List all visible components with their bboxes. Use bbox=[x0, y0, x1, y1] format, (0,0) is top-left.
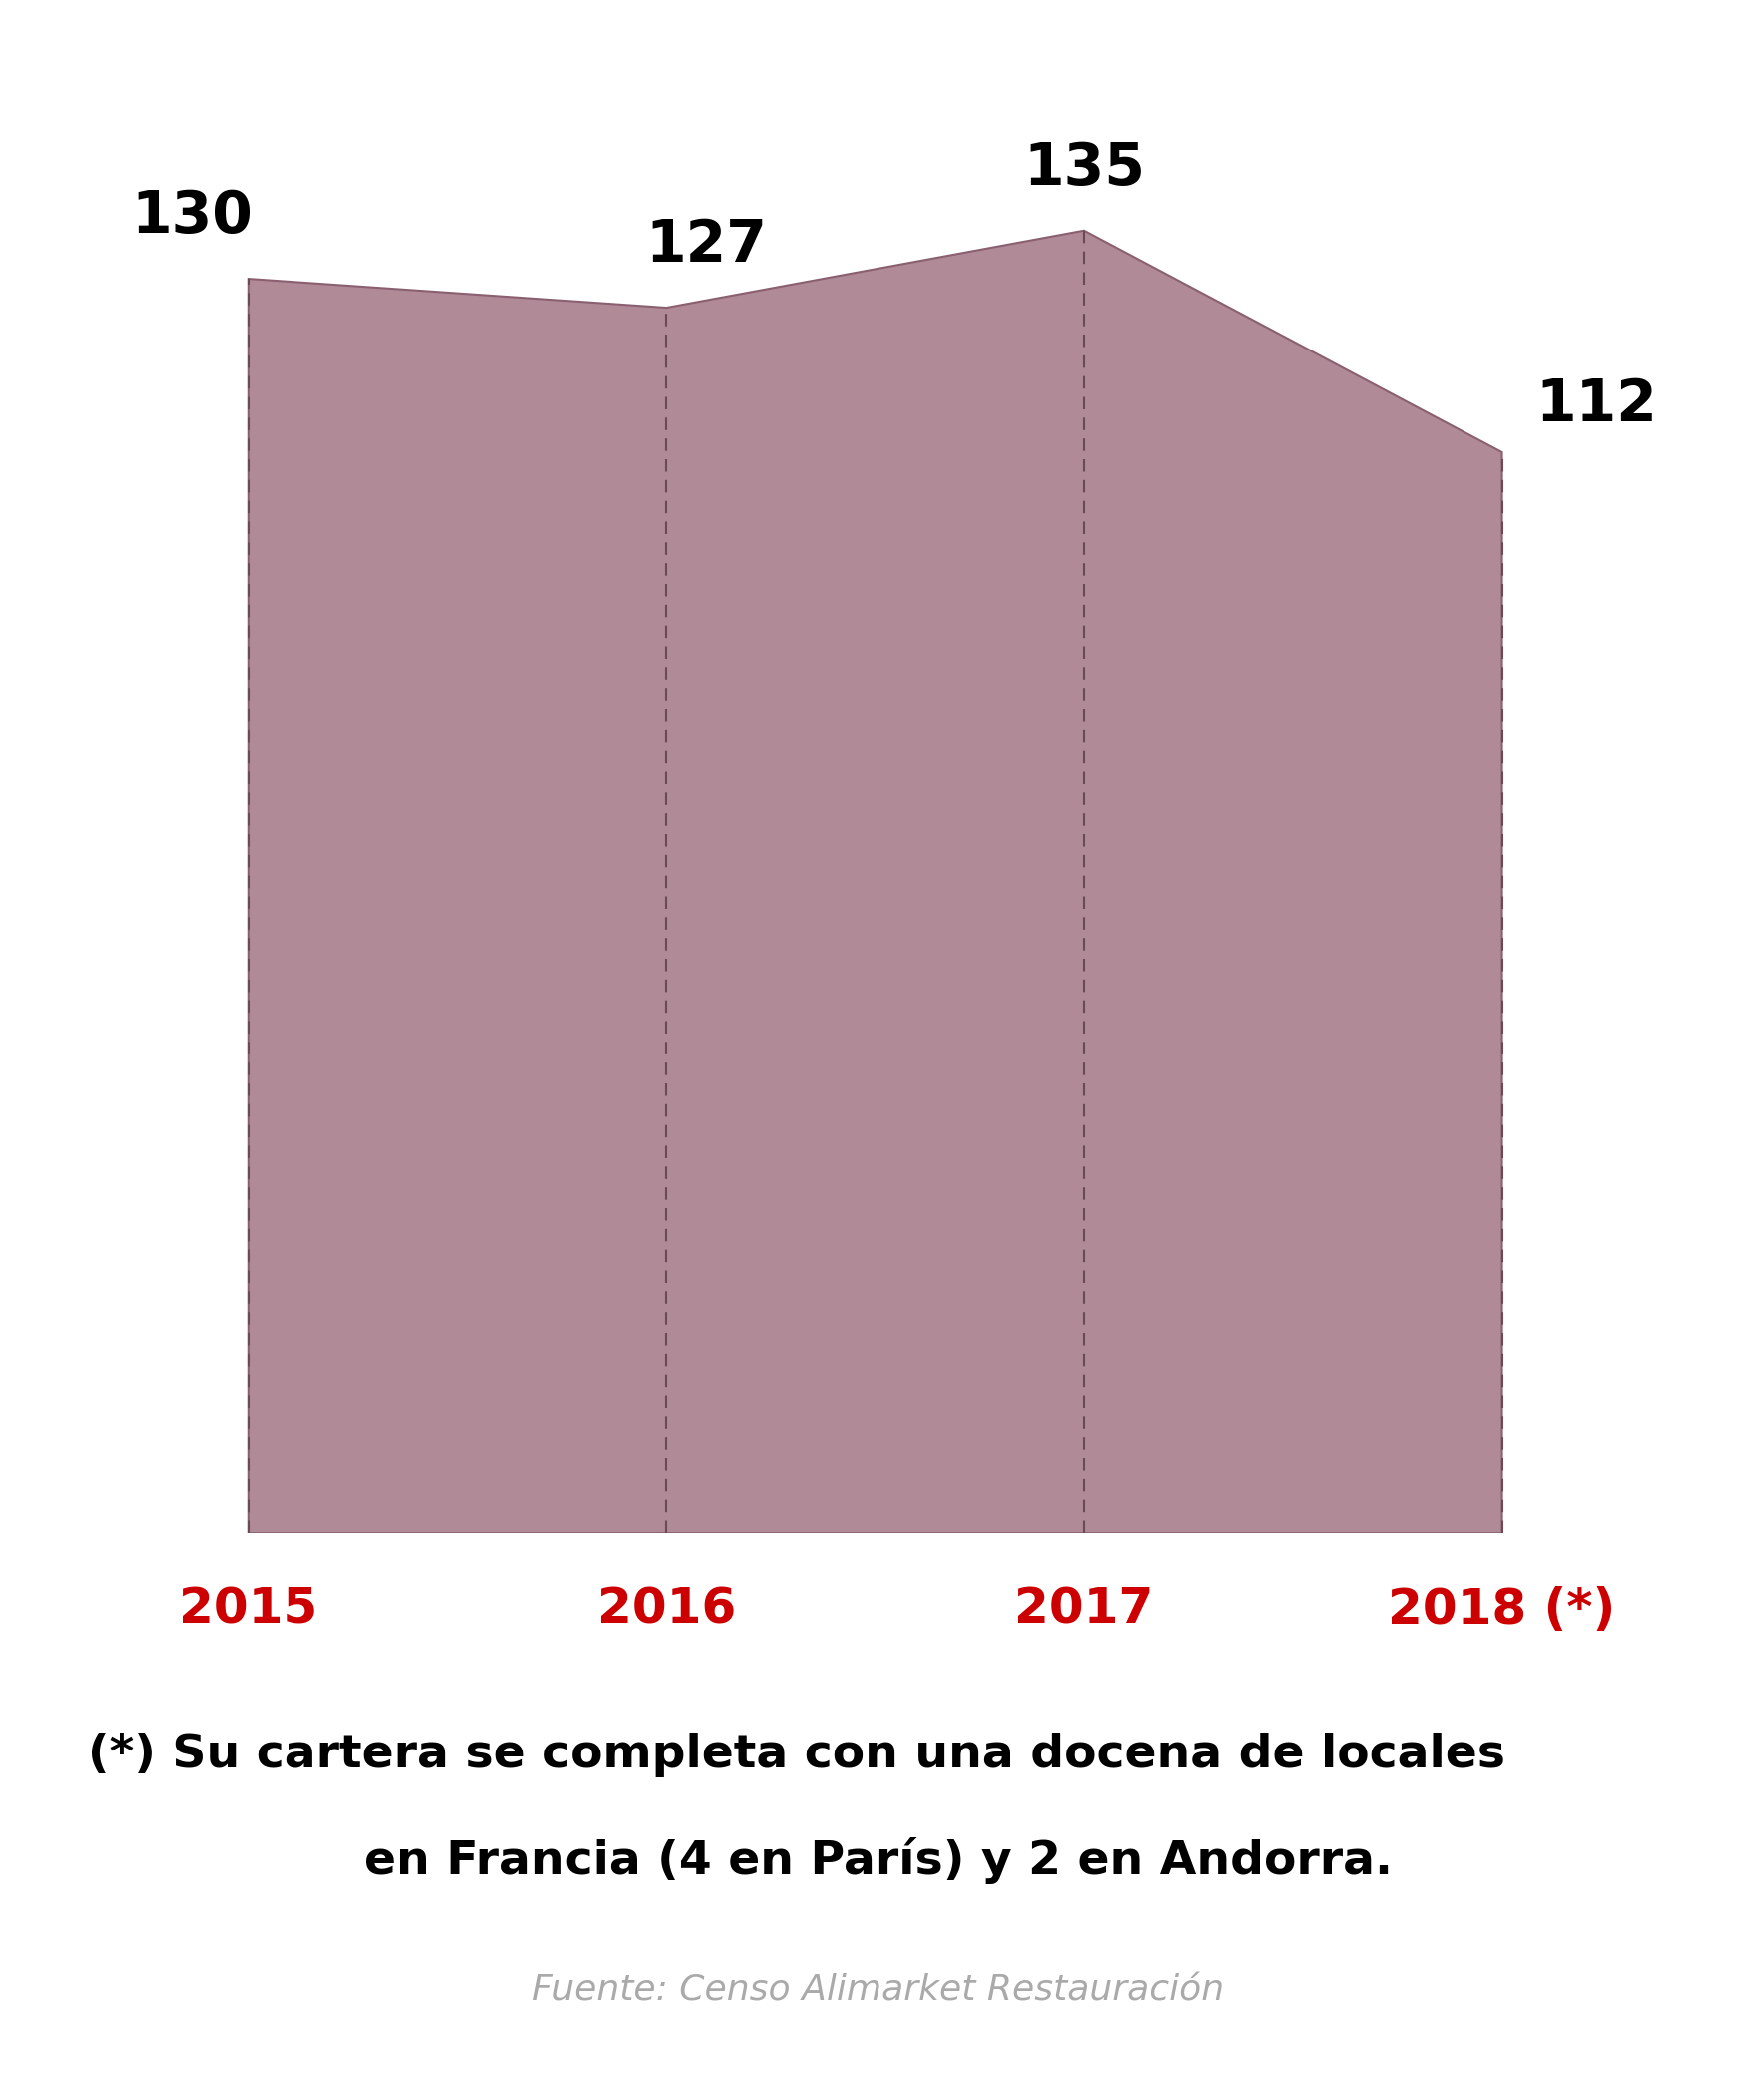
Polygon shape bbox=[248, 231, 1502, 1533]
Text: 130: 130 bbox=[132, 189, 253, 246]
Text: 2017: 2017 bbox=[1014, 1586, 1154, 1634]
Text: 135: 135 bbox=[1023, 141, 1146, 197]
Text: (*) Su cartera se completa con una docena de locales: (*) Su cartera se completa con una docen… bbox=[88, 1732, 1506, 1777]
Text: 112: 112 bbox=[1536, 376, 1657, 433]
Text: 2016: 2016 bbox=[597, 1586, 736, 1634]
Text: 2015: 2015 bbox=[179, 1586, 318, 1634]
Text: Fuente: Censo Alimarket Restauración: Fuente: Censo Alimarket Restauración bbox=[532, 1974, 1225, 2008]
Text: en Francia (4 en París) y 2 en Andorra.: en Francia (4 en París) y 2 en Andorra. bbox=[364, 1838, 1393, 1884]
Text: 127: 127 bbox=[645, 216, 768, 273]
Text: 2018 (*): 2018 (*) bbox=[1388, 1586, 1616, 1634]
